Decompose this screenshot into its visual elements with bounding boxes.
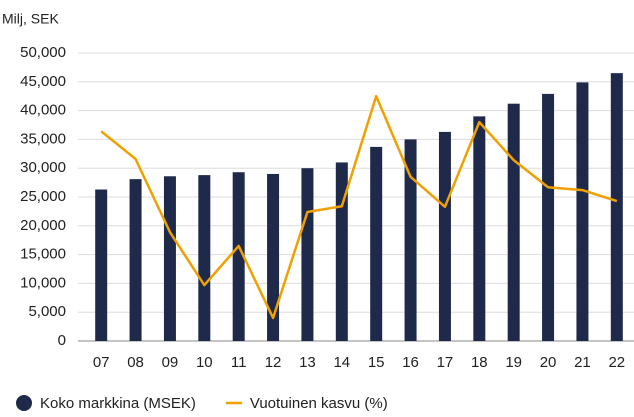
x-tick-label: 18	[471, 354, 488, 371]
legend-label: Vuotuinen kasvu (%)	[250, 395, 388, 412]
x-tick-label: 10	[196, 354, 213, 371]
line	[100, 94, 618, 320]
x-tick-label: 16	[402, 354, 419, 371]
y-tick-label: 45,000	[20, 73, 66, 90]
x-tick-label: 22	[608, 354, 625, 371]
bar	[232, 172, 245, 341]
x-tick-label: 14	[333, 354, 350, 371]
bar	[129, 179, 142, 341]
x-tick-label: 20	[540, 354, 557, 371]
y-axis-title: Milj, SEK	[2, 11, 59, 27]
y-tick-label: 40,000	[20, 102, 66, 119]
y-tick-label: 20,000	[20, 217, 66, 234]
y-tick-label: 5,000	[28, 303, 66, 320]
x-tick-label: 19	[505, 354, 522, 371]
bar	[507, 103, 520, 341]
bar	[542, 93, 555, 342]
y-tick-label: 35,000	[20, 130, 66, 147]
x-tick-label: 11	[231, 354, 247, 371]
legend-label: Koko markkina (MSEK)	[40, 395, 196, 412]
x-tick-label: 21	[574, 354, 591, 371]
bar	[473, 116, 486, 341]
y-tick-label: 0	[58, 332, 66, 349]
bar	[95, 189, 108, 341]
bar	[301, 168, 314, 341]
y-tick-label: 50,000	[20, 44, 66, 61]
bar	[267, 173, 280, 341]
x-tick-label: 13	[299, 354, 316, 371]
y-tick-label: 10,000	[20, 274, 66, 291]
bar	[198, 175, 211, 341]
bar	[438, 131, 451, 341]
y-tick-label: 15,000	[20, 246, 66, 263]
bar	[163, 176, 176, 341]
x-tick-label: 15	[368, 354, 385, 371]
y-tick-label: 25,000	[20, 188, 66, 205]
x-tick-label: 08	[127, 354, 144, 371]
bar	[576, 82, 589, 341]
bar	[404, 139, 417, 341]
x-tick-label: 07	[93, 354, 110, 371]
x-tick-label: 09	[162, 354, 179, 371]
bar	[610, 73, 623, 341]
y-tick-label: 30,000	[20, 159, 66, 176]
x-tick-label: 12	[265, 354, 282, 371]
bar	[370, 146, 383, 341]
x-tick-label: 17	[437, 354, 454, 371]
legend-swatch	[16, 395, 32, 411]
